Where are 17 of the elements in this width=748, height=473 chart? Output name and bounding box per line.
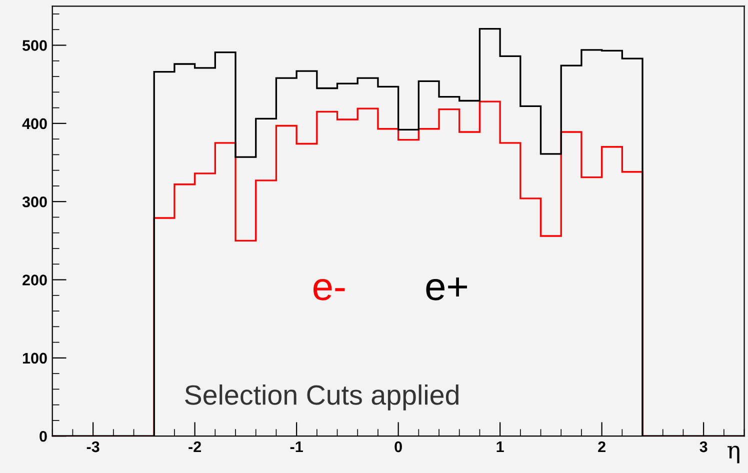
annotation: Selection Cuts applied [185, 384, 458, 410]
y-tick-label: 500 [22, 40, 47, 51]
x-tick-label: 3 [700, 441, 708, 452]
y-tick-label: 0 [40, 430, 47, 442]
x-axis-title: η [728, 446, 740, 464]
x-tick-label: 0 [394, 441, 402, 452]
x-tick-label: -3 [86, 441, 100, 452]
y-tick-label: 300 [22, 196, 47, 208]
y-tick-label: 100 [22, 352, 47, 364]
x-tick-label: 2 [598, 441, 606, 452]
x-tick-label: 1 [496, 442, 504, 452]
x-tick-label: -1 [290, 442, 303, 452]
text: e+ [426, 278, 467, 300]
y-tick-label: 200 [22, 274, 47, 286]
series-label: e- [313, 279, 345, 300]
y-tick-label: 400 [22, 118, 47, 130]
x-tick-label: -2 [188, 441, 201, 452]
